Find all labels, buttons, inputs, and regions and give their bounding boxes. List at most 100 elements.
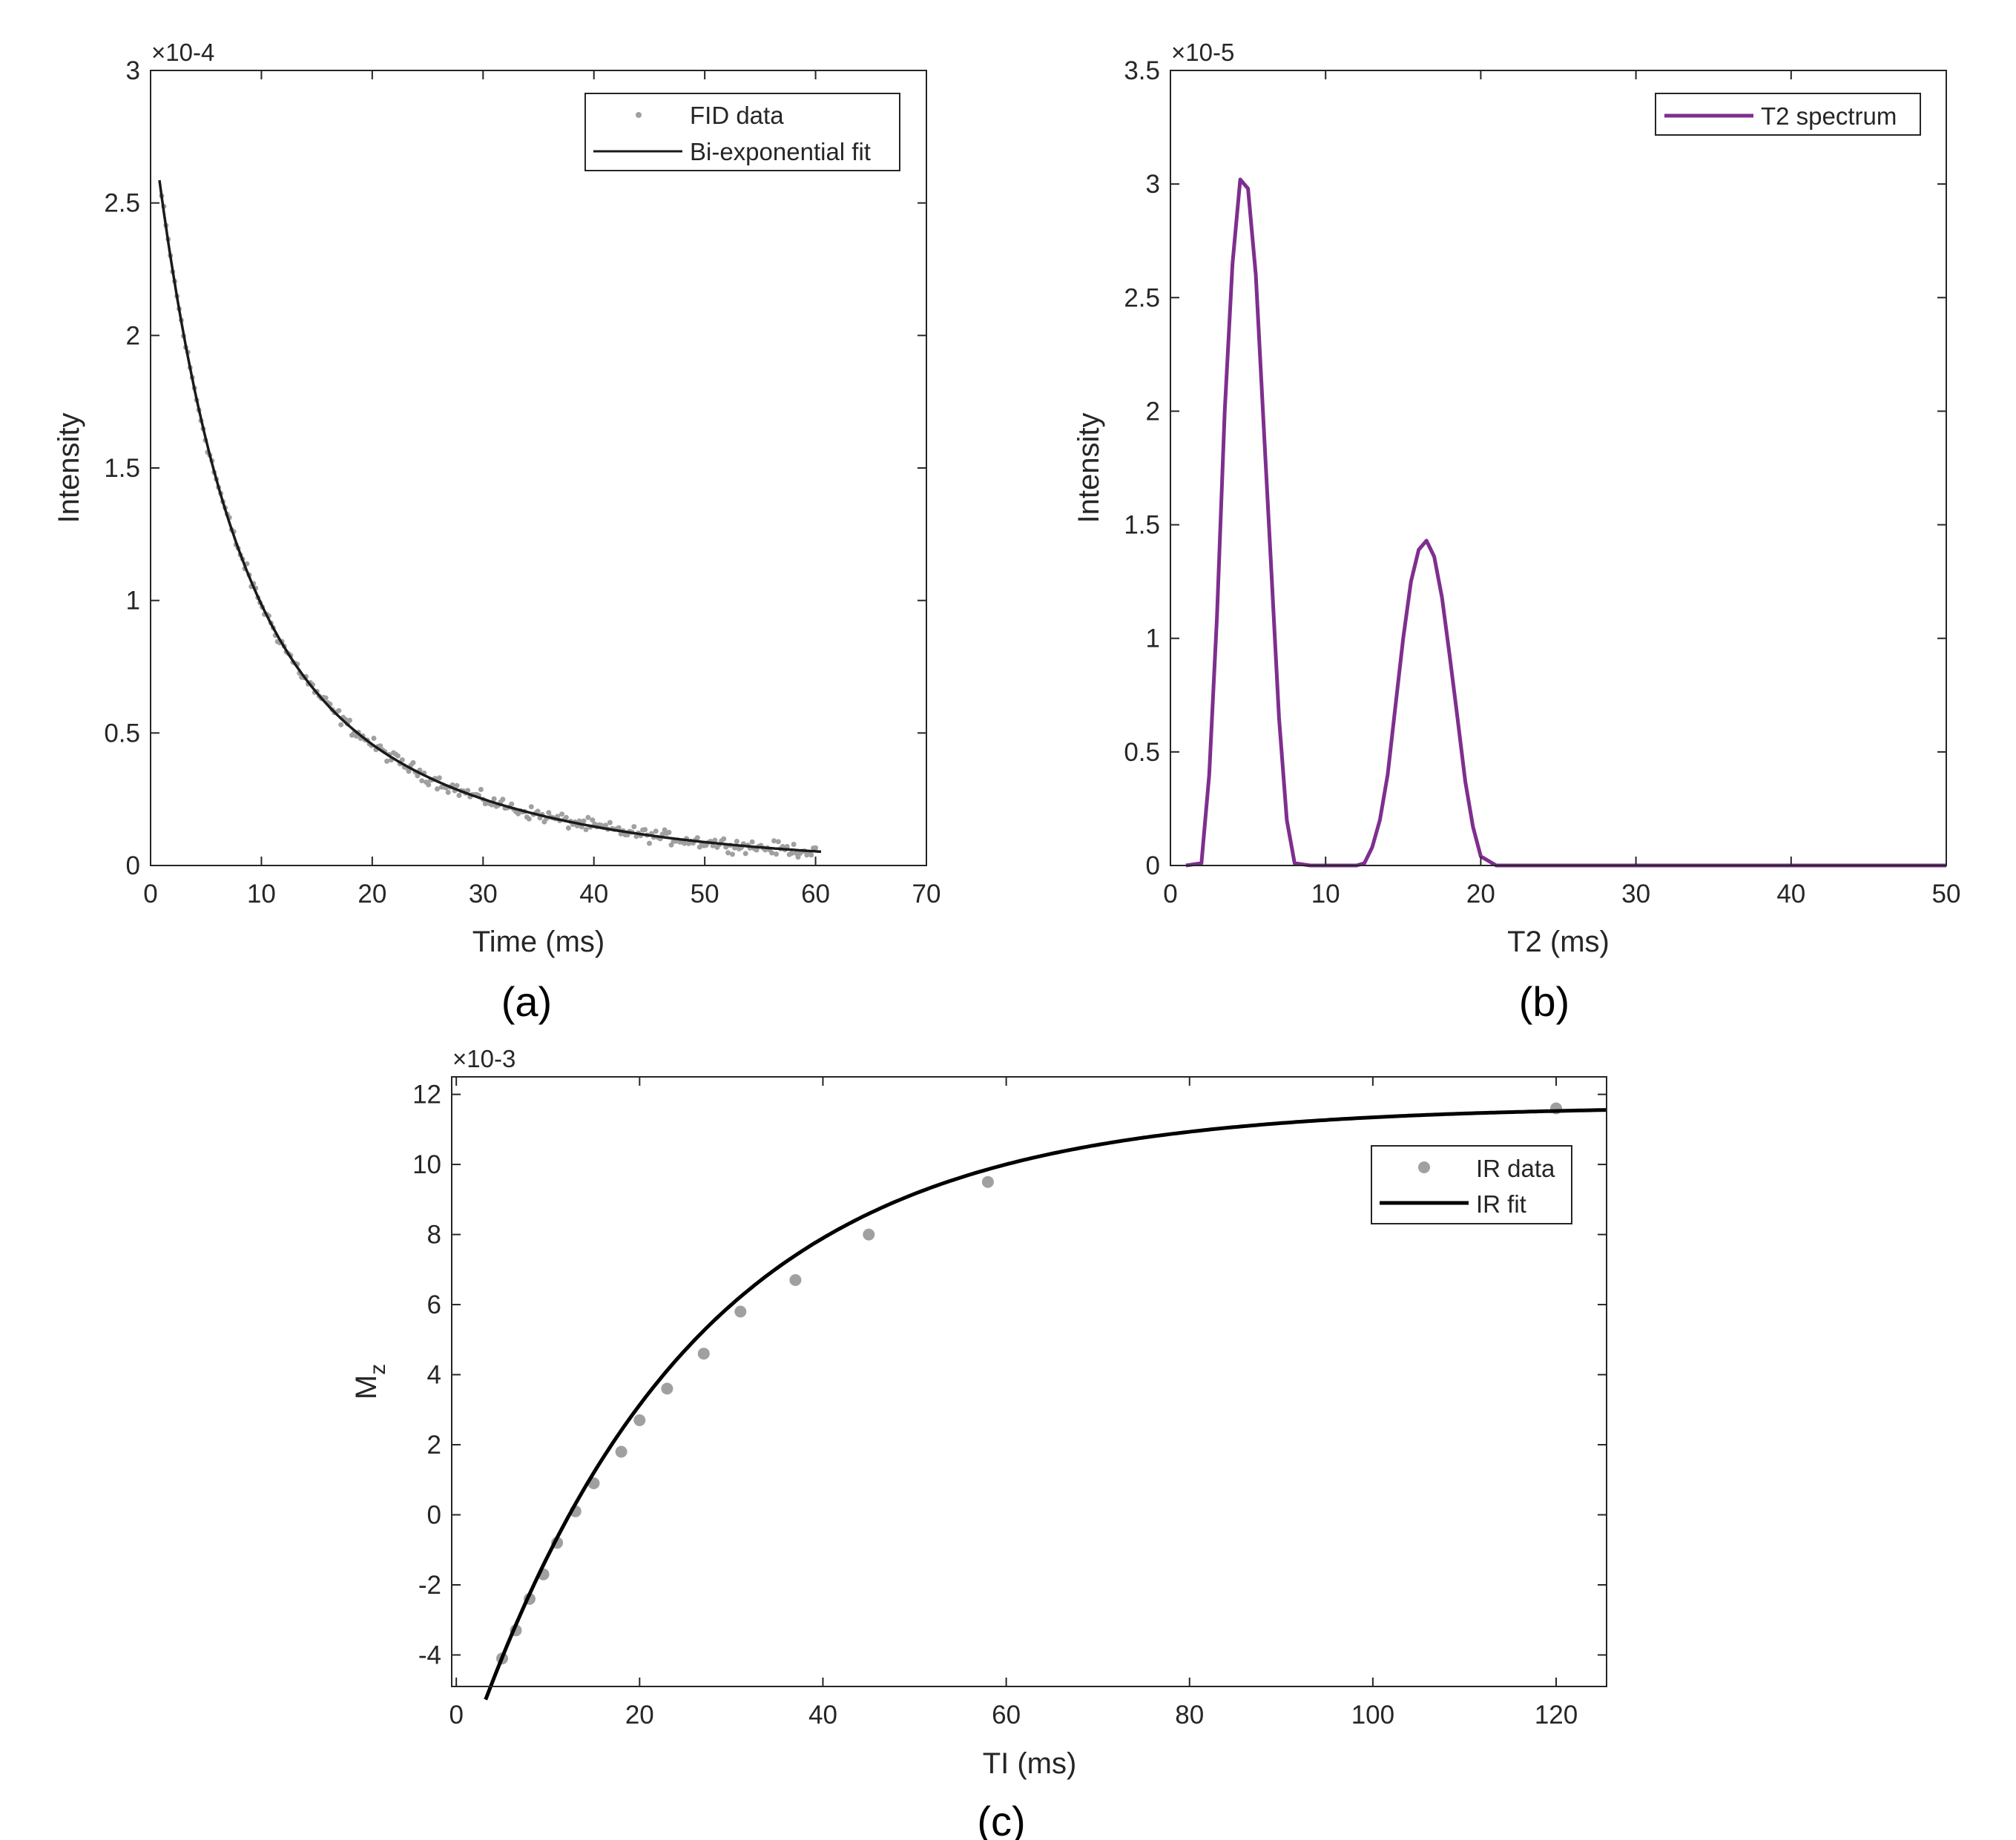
legend-ir-data-marker (1418, 1161, 1430, 1173)
panel-a-y-tick-label: 1 (126, 587, 140, 616)
fid-data-point (563, 814, 569, 820)
panel-a-x-tick-label: 10 (247, 880, 276, 909)
panel-a-y-exponent: ×10-4 (151, 39, 214, 66)
panel-c-x-tick-label: 120 (1535, 1701, 1578, 1729)
panel-b-x-tick-label: 20 (1466, 880, 1495, 909)
fid-data-point (546, 810, 552, 816)
fid-data-point (730, 851, 735, 857)
panel-a-y-tick-label: 2.5 (104, 189, 140, 218)
panel-b-y-tick-label: 3.5 (1124, 56, 1160, 85)
fid-data-point (478, 787, 484, 792)
panel-c-marks (484, 1102, 1607, 1701)
ir-fit-line (484, 1108, 1607, 1701)
fid-data-point (491, 796, 497, 802)
fid-data-point (384, 758, 390, 764)
panel-a-x-tick-label: 70 (912, 880, 941, 909)
fid-data-point (721, 836, 727, 842)
panel-a-y-tick-label: 2 (126, 321, 140, 350)
fid-data-point (526, 816, 532, 822)
panel-c-x-tick-label: 40 (808, 1701, 837, 1729)
fid-data-point (528, 804, 534, 810)
panel-c-axes-box (451, 1076, 1607, 1687)
fid-data-point (791, 842, 797, 847)
panel-b-y-tick-label: 0 (1146, 851, 1160, 880)
panel-c-x-tick-label: 80 (1175, 1701, 1204, 1729)
fid-data-point (808, 852, 814, 858)
panel-a-x-tick-label: 40 (579, 880, 608, 909)
panel-b-y-tick-label: 2 (1146, 397, 1160, 426)
fid-data-point (769, 850, 775, 856)
fid-data-point (395, 753, 401, 759)
panel-c-y-axis-label-main: M (350, 1375, 383, 1399)
fid-data-point (465, 788, 471, 794)
t2-spectrum-line (1185, 177, 1946, 868)
fid-data-point (642, 827, 648, 833)
fid-data-point (590, 817, 596, 823)
fid-data-point (631, 824, 637, 830)
fid-data-point (725, 850, 731, 856)
fid-data-point (653, 828, 659, 834)
panel-b-axes-box (1170, 70, 1947, 866)
panel-b-y-tick-label: 1.5 (1124, 511, 1160, 540)
fid-data-point (813, 845, 819, 851)
fid-data-point (415, 773, 421, 779)
legend-biexp-fit-label: Bi-exponential fit (690, 138, 871, 165)
panel-c-legend: IR data IR fit (1371, 1145, 1572, 1224)
fid-data-point (435, 786, 440, 792)
fid-data-point (535, 808, 541, 814)
panel-b-y-tick-label: 1 (1146, 624, 1160, 653)
fid-data-point (793, 850, 799, 856)
panel-b-y-tick-label: 3 (1146, 170, 1160, 199)
fid-data-point (583, 827, 589, 833)
panel-c-y-tick-label: 8 (427, 1221, 441, 1250)
fid-data-point (559, 811, 564, 817)
panel-c-legend-box (1371, 1145, 1572, 1224)
panel-a-marks (158, 179, 822, 860)
legend-fid-data-marker (636, 112, 642, 118)
fid-data-point (774, 851, 779, 857)
fid-data-point (581, 818, 587, 824)
fid-data-point (696, 844, 702, 850)
ir-data-point (661, 1382, 673, 1395)
fid-data-point (410, 759, 416, 765)
panel-c-y-tick-label: -4 (418, 1640, 441, 1669)
panel-c-y-tick-label: 10 (412, 1150, 441, 1179)
fid-data-point (712, 837, 718, 843)
fid-data-point (795, 854, 801, 860)
fid-data-point (694, 835, 700, 841)
panel-a-y-tick-label: 0.5 (104, 719, 140, 748)
panel-b-x-tick-label: 40 (1776, 880, 1805, 909)
fid-data-point (336, 708, 342, 713)
fid-data-point (500, 797, 506, 802)
panel-b-y-tick-label: 0.5 (1124, 738, 1160, 767)
panel-b-legend: T2 spectrum (1655, 93, 1921, 136)
ir-data-point (863, 1228, 875, 1241)
panel-c-y-exponent: ×10-3 (452, 1045, 515, 1072)
fid-data-point (456, 793, 462, 798)
fid-data-point (723, 844, 729, 850)
fid-data-point (406, 768, 412, 774)
panel-c-ticks: 0 20 40 60 80 100 120 -4 -2 0 2 4 6 8 10 12 (412, 1077, 1607, 1729)
panel-c-y-axis-label: Mz (350, 1364, 390, 1399)
fid-data-point (775, 839, 781, 845)
panel-b-marks (1185, 177, 1946, 868)
fid-data-point (607, 820, 613, 825)
panel-c-y-tick-label: 12 (412, 1081, 441, 1109)
ir-data-point (734, 1305, 747, 1318)
biexp-fit-line (158, 179, 822, 854)
panel-c-x-tick-label: 0 (449, 1701, 463, 1729)
fid-data-point (742, 851, 748, 857)
fid-data-point (710, 842, 716, 848)
legend-fid-data-label: FID data (690, 102, 784, 129)
fid-data-point (436, 775, 442, 781)
caption-c: (c) (977, 1798, 1025, 1840)
fid-data-point (565, 825, 571, 831)
ir-data-point (633, 1414, 646, 1426)
svg-text:Mz: Mz (350, 1364, 390, 1399)
panel-a-x-tick-label: 50 (691, 880, 719, 909)
panel-a-x-tick-label: 20 (358, 880, 386, 909)
panel-b-y-exponent: ×10-5 (1171, 39, 1234, 66)
caption-b: (b) (1519, 978, 1569, 1025)
fid-data-point (426, 782, 432, 788)
